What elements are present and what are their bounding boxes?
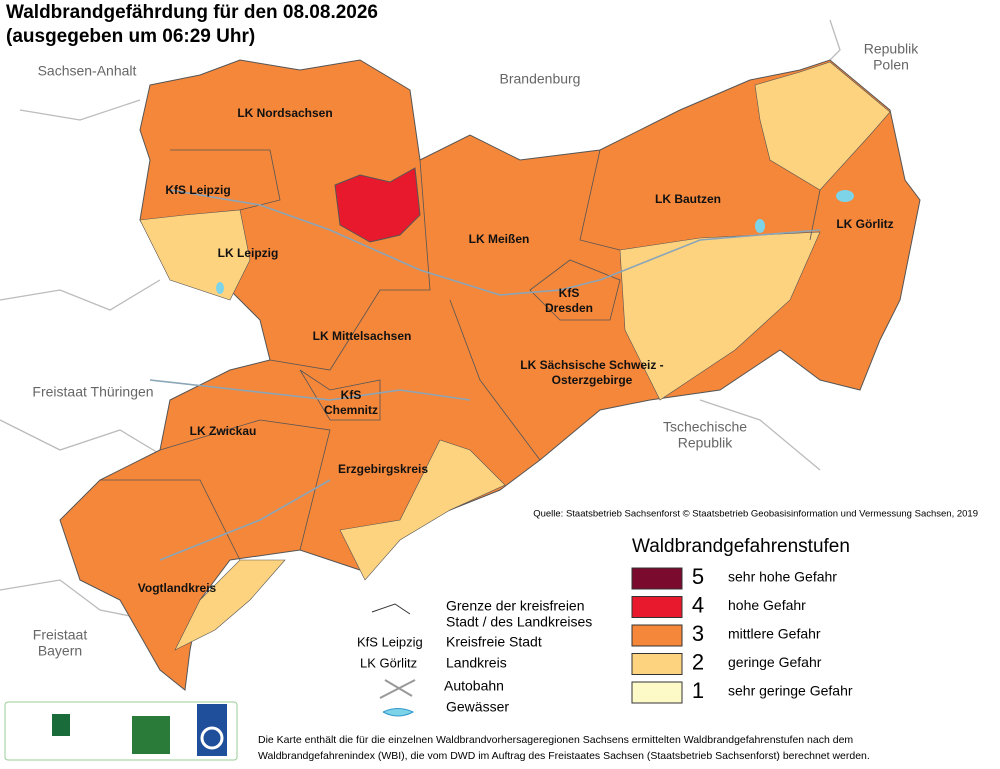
legend-label: hohe Gefahr [728, 597, 806, 613]
key-example: LK Görlitz [360, 655, 417, 670]
legend-level: 4 [692, 592, 704, 617]
district-label: Osterzgebirge [552, 373, 633, 387]
key-label: Autobahn [444, 678, 504, 694]
legend-level: 1 [692, 678, 704, 703]
neighbor-label: Sachsen-Anhalt [38, 63, 137, 79]
key-label: Grenze der kreisfreien [446, 598, 585, 614]
district-label: LK Meißen [469, 232, 530, 246]
key-example: KfS Leipzig [357, 634, 423, 649]
region-level-2 [139, 209, 251, 301]
region-level-2 [174, 559, 286, 651]
rivers [149, 189, 821, 561]
district-label: Chemnitz [324, 403, 378, 417]
neighbor-label: Freistaat Thüringen [32, 384, 153, 400]
region-level-4 [334, 167, 421, 243]
district-label: KfS [559, 286, 580, 300]
lake [836, 190, 854, 202]
legend-swatch [631, 681, 683, 704]
lake [755, 219, 765, 233]
dwd-swirl [200, 726, 224, 750]
saxony-map [59, 59, 921, 691]
legend-level: 3 [692, 621, 704, 646]
legend-swatch [631, 624, 683, 647]
district-label: LK Bautzen [655, 192, 721, 206]
legend-swatch [631, 653, 683, 675]
legend-title: Waldbrandgefahrenstufen [632, 536, 850, 557]
key-label: Landkreis [446, 655, 507, 671]
key-label: Stadt / des Landkreises [446, 614, 592, 630]
district-label: Vogtlandkreis [138, 581, 217, 595]
district-label: LK Leipzig [218, 246, 279, 260]
neighbor-label: Republik [864, 41, 919, 57]
district-label: KfS [341, 388, 362, 402]
legend-level: 2 [692, 649, 704, 674]
neighbor-label: Bayern [38, 643, 82, 659]
legend-label: mittlere Gefahr [728, 626, 821, 642]
legend-label: geringe Gefahr [728, 654, 822, 670]
district-label: LK Zwickau [190, 424, 257, 438]
district-label: Erzgebirgskreis [338, 462, 428, 476]
neighbor-label: Brandenburg [500, 71, 581, 87]
lake [216, 282, 224, 294]
district-label: LK Sächsische Schweiz - [520, 358, 663, 372]
title: Waldbrandgefährdung für den 08.08.2026 [6, 2, 378, 23]
region-level-2 [619, 231, 821, 401]
logo-box [4, 701, 238, 761]
district-label: LK Nordsachsen [237, 106, 332, 120]
legend-level: 5 [692, 564, 704, 589]
neighbor-label: Republik [678, 435, 733, 451]
district-label: LK Mittelsachsen [313, 329, 412, 343]
district-label: LK Görlitz [836, 217, 893, 231]
key-label: Gewässer [446, 699, 509, 715]
legend-label: sehr hohe Gefahr [728, 569, 837, 585]
neighbor-label: Freistaat [33, 627, 88, 643]
title: (ausgegeben um 06:29 Uhr) [6, 26, 255, 47]
legend-swatch [631, 596, 683, 618]
sachsenforst-icon [52, 714, 70, 736]
district-label: KfS Leipzig [165, 183, 230, 197]
key-label: Kreisfreie Stadt [446, 634, 542, 650]
labels: Waldbrandgefährdung für den 08.08.2026 (a… [6, 2, 978, 762]
surrounding-lines [0, 19, 841, 621]
legend-label: sehr geringe Gefahr [728, 683, 853, 699]
region-level-2 [754, 61, 891, 191]
footer-text: Waldbrandgefahrenindex (WBI), die vom DW… [258, 750, 870, 762]
neighbor-label: Tschechische [663, 419, 747, 435]
district-label: Dresden [545, 301, 593, 315]
legend-swatch [631, 567, 683, 590]
neighbor-label: Polen [873, 57, 909, 73]
mais-icon [132, 716, 170, 754]
key [371, 603, 416, 717]
source-note: Quelle: Staatsbetrieb Sachsenforst © Sta… [533, 509, 978, 520]
footer-text: Die Karte enthält die für die einzelnen … [258, 734, 853, 746]
region-level-2 [339, 439, 506, 581]
